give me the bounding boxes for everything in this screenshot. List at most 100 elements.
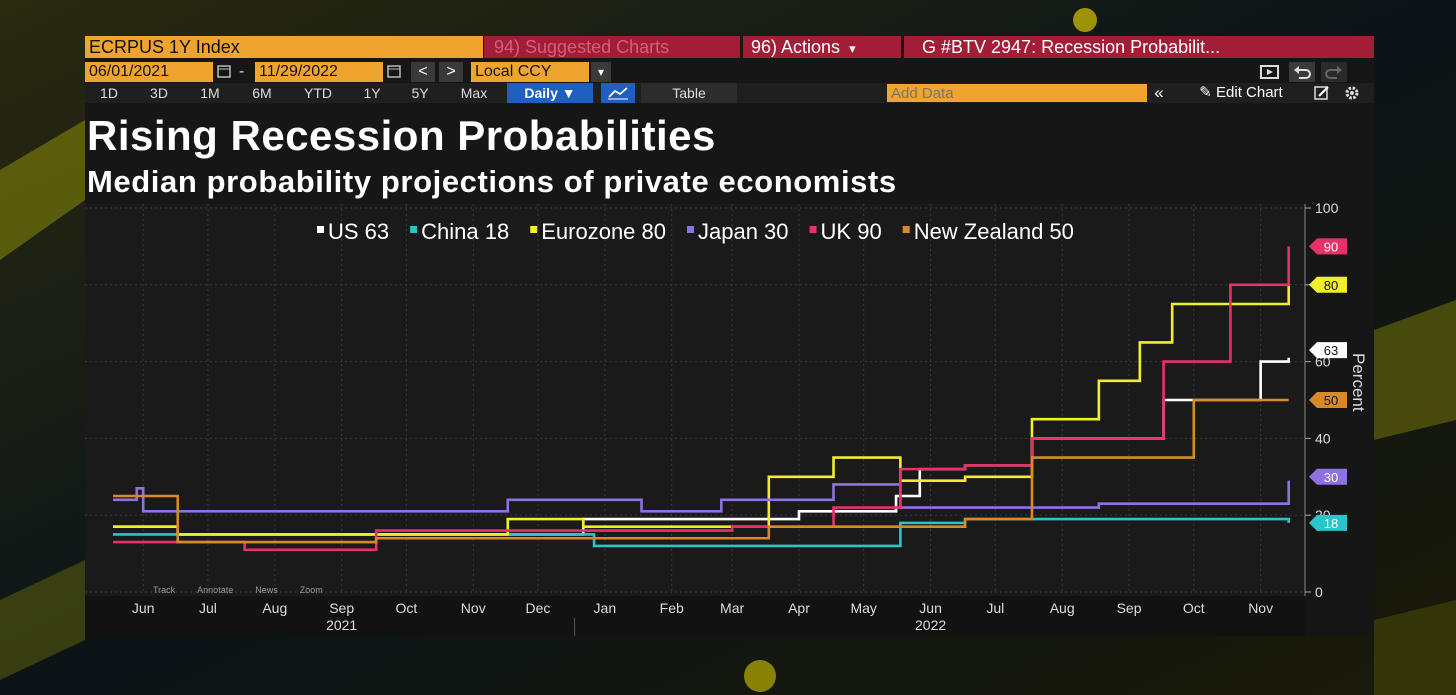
x-year-label: 2021 [326,617,357,633]
chart-tool-label: Track [153,585,176,595]
calendar-icon[interactable] [215,62,235,82]
timeframe-1d-button[interactable]: 1D [100,85,118,101]
toolbar-dates: 06/01/2021 - 11/29/2022 < > Local CCY ▾ [85,62,1374,82]
previous-period-button[interactable]: < [411,62,435,82]
y-axis-label: Percent [1349,353,1368,412]
x-axis: Jun Jul Aug Sep Oct Nov Dec Jan Feb Mar Apr May Jun J… [85,596,1305,636]
x-tick-label: Jun [132,600,155,616]
actions-label: 96) Actions [751,37,841,57]
legend-entry: China 18 [421,219,509,244]
series-line-eurozone [113,284,1290,536]
undo-icon[interactable] [1289,62,1315,82]
legend-swatch [317,226,324,233]
last-value-tag: 18 [1309,514,1347,531]
toolbar-timeframes: 1D 3D 1M 6M YTD 1Y 5Y Max Daily ▼ Table … [85,83,1374,103]
gear-icon[interactable] [1341,83,1363,103]
calendar-icon[interactable] [385,62,405,82]
edit-chart-button[interactable]: ✎ Edit Chart [1199,84,1283,101]
y-tick-label: 0 [1315,584,1323,600]
date-separator: - [239,63,245,80]
timeframe-1y-button[interactable]: 1Y [363,85,381,101]
x-tick-label: Apr [788,600,810,616]
x-axis-band [85,596,1305,636]
x-tick-label: Jun [919,600,942,616]
add-data-input[interactable] [887,84,1147,102]
last-value-tag: 90 [1309,238,1347,255]
x-tick-label: Oct [1183,600,1205,616]
collapse-icon[interactable]: « [1154,83,1164,102]
chart-tool-label: News [255,585,278,595]
x-tick-label: Mar [720,600,744,616]
line-chart: US 63 China 18 Eurozone 80 Japan 30 UK 90 New… [85,200,1368,636]
last-value-tag-label: 80 [1324,278,1338,293]
chart-legend: US 63 China 18 Eurozone 80 Japan 30 UK 90 New… [317,219,1074,244]
legend-swatch [410,226,418,233]
timeframe-6m-button[interactable]: 6M [252,85,272,101]
edit-icon[interactable] [1311,83,1333,103]
x-year-label: 2022 [915,617,946,633]
line-chart-icon[interactable] [601,83,635,103]
legend-entry: Eurozone 80 [541,219,666,244]
legend-swatch [809,226,817,233]
y-tick-label: 40 [1315,430,1331,446]
screen-icon[interactable] [1257,62,1283,82]
legend-entry: Japan 30 [698,219,789,244]
last-value-tag-label: 63 [1324,343,1338,358]
ticker-field[interactable]: ECRPUS 1Y Index [85,36,483,58]
last-value-tag-label: 30 [1324,470,1338,485]
currency-select[interactable]: Local CCY [471,62,589,82]
timeframe-3d-button[interactable]: 3D [150,85,168,101]
suggested-charts-button[interactable]: 94) Suggested Charts [484,36,740,58]
timeframe-ytd-button[interactable]: YTD [304,85,332,101]
last-value-tag-shape [1309,238,1347,255]
last-value-tag-shape [1309,514,1347,531]
frequency-select[interactable]: Daily ▼ [507,83,593,103]
x-tick-label: Nov [1248,600,1273,616]
last-value-tag: 63 [1309,342,1347,359]
toolbar-top: ECRPUS 1Y Index 94) Suggested Charts 96)… [85,36,1374,58]
chart-bottom-tools: Track Annotate News Zoom [153,585,323,595]
table-button[interactable]: Table [641,83,737,103]
x-tick-label: Sep [1117,600,1142,616]
chart-series-lines [113,246,1290,552]
x-tick-label: Nov [461,600,486,616]
x-tick-label: May [850,600,876,616]
x-tick-label: Sep [329,600,354,616]
legend-entry: US 63 [328,219,389,244]
legend-swatch [530,226,538,233]
y-tick-label: 100 [1315,200,1339,216]
end-date-input[interactable]: 11/29/2022 [255,62,383,82]
y-axis: 020406080100Percent631880309050 [1304,200,1368,600]
chart-tool-label: Zoom [300,585,323,595]
timeframe-1m-button[interactable]: 1M [200,85,220,101]
legend-entry: UK 90 [821,219,882,244]
x-tick-label: Aug [262,600,287,616]
timeframe-5y-button[interactable]: 5Y [411,85,429,101]
last-value-tag-shape [1309,276,1347,293]
last-value-tag-label: 18 [1324,516,1338,531]
x-tick-label: Jul [986,600,1004,616]
last-value-tag-label: 50 [1324,393,1338,408]
redo-icon[interactable] [1321,62,1347,82]
timeframe-max-button[interactable]: Max [460,85,488,101]
chevron-down-icon[interactable]: ▾ [591,62,611,82]
last-value-tag-shape [1309,392,1347,408]
legend-entry: New Zealand 50 [914,219,1074,244]
legend-swatch [902,226,910,233]
last-value-tag-label: 90 [1324,239,1338,254]
bookmark-title[interactable]: G #BTV 2947: Recession Probabilit... [904,36,1374,58]
last-value-tag: 80 [1309,276,1347,293]
chart-title: Rising Recession Probabilities [87,112,716,159]
series-line-new-zealand [113,398,1289,544]
chevron-down-icon: ▾ [849,41,856,56]
legend-swatch [687,226,694,233]
series-line-uk [113,246,1290,552]
bloomberg-chart-window: ECRPUS 1Y Index 94) Suggested Charts 96)… [85,36,1374,636]
x-tick-label: Aug [1050,600,1075,616]
x-tick-label: Dec [526,600,551,616]
x-tick-label: Feb [660,600,684,616]
last-value-tag-shape [1309,468,1347,485]
next-period-button[interactable]: > [439,62,463,82]
start-date-input[interactable]: 06/01/2021 [85,62,213,82]
actions-button[interactable]: 96) Actions ▾ [743,36,901,58]
